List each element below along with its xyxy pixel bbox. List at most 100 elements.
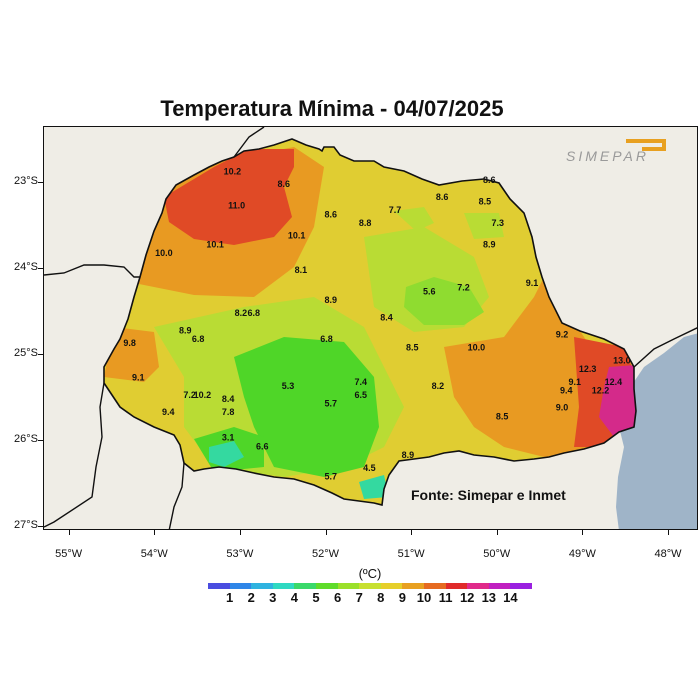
- station-value-39: 8.4: [222, 394, 235, 404]
- colorbar-segment-12: [467, 583, 489, 589]
- map-canvas: 10.2 8.6 11.0 10.1 10.1 10.0 8.1 8.6 8.8 7.7 8.6 8.…: [44, 127, 697, 529]
- colorbar-segment-14: [510, 583, 532, 589]
- simepar-logo: SIMEPAR: [566, 137, 686, 167]
- lon-label-7: 48°W: [654, 548, 682, 560]
- station-value-5: 10.0: [155, 248, 173, 258]
- station-labels: 10.2 8.6 11.0 10.1 10.1 10.0 8.1 8.6 8.8 7.7 8.6 8.…: [123, 166, 630, 481]
- source-label: Fonte: Simepar e Inmet: [411, 487, 566, 503]
- colorbar-label-9: 9: [398, 590, 406, 605]
- station-value-37: 7.2: [183, 390, 196, 400]
- colorbar-label-5: 5: [312, 590, 320, 605]
- lon-label-2: 53°W: [226, 548, 254, 560]
- lat-tick: [38, 181, 43, 183]
- colorbar-label-11: 11: [438, 590, 453, 605]
- station-value-29: 9.1: [132, 373, 145, 383]
- station-value-6: 8.1: [295, 265, 308, 275]
- station-value-21: 8.4: [380, 312, 393, 322]
- lon-tick: [154, 530, 156, 535]
- lon-label-0: 55°W: [55, 548, 83, 560]
- neighbour-border-sp: [633, 327, 697, 368]
- station-value-11: 8.6: [483, 175, 496, 185]
- lat-tick: [38, 353, 43, 355]
- station-value-15: 9.1: [526, 278, 539, 288]
- station-value-19: 8.2: [235, 308, 248, 318]
- neighbour-border-paraguay: [44, 382, 105, 528]
- parana-outline: [103, 138, 637, 506]
- station-value-17: 5.6: [423, 287, 436, 297]
- station-value-50: 8.9: [402, 450, 415, 460]
- logo-text: SIMEPAR: [566, 148, 649, 164]
- lat-tick: [38, 525, 43, 527]
- map-frame: 10.2 8.6 11.0 10.1 10.1 10.0 8.1 8.6 8.8 7.7 8.6 8.…: [43, 126, 698, 530]
- lon-tick: [411, 530, 413, 535]
- station-value-49: 6.6: [256, 441, 269, 451]
- lat-label-2: 25°S: [14, 346, 38, 359]
- lon-tick: [239, 530, 241, 535]
- colorbar-segment-3: [272, 583, 295, 589]
- colorbar-label-6: 6: [333, 590, 342, 605]
- station-value-2: 11.0: [228, 201, 245, 211]
- lon-label-3: 52°W: [312, 548, 340, 560]
- lon-tick: [325, 530, 327, 535]
- station-value-40: 9.4: [162, 407, 175, 417]
- colorbar-segment-7: [359, 583, 381, 589]
- station-value-10: 8.6: [436, 192, 449, 202]
- station-value-22: 8.9: [179, 325, 192, 335]
- lat-label-4: 27°S: [14, 518, 38, 531]
- lat-tick: [38, 439, 43, 441]
- logo-mark-icon: [626, 139, 666, 151]
- station-value-8: 8.8: [359, 218, 372, 228]
- colorbar: [208, 583, 532, 589]
- colorbar-label-14: 14: [503, 590, 518, 605]
- station-value-12: 8.5: [479, 196, 492, 206]
- station-value-41: 7.8: [222, 407, 235, 417]
- colorbar-segment-5: [315, 583, 338, 589]
- station-value-52: 5.7: [325, 471, 338, 481]
- colorbar-label-3: 3: [269, 590, 277, 605]
- neighbour-border-north: [233, 127, 265, 158]
- lat-label-0: 23°S: [14, 174, 38, 187]
- lat-tick: [38, 267, 43, 269]
- neighbour-border-sc: [168, 462, 185, 529]
- colorbar-label-10: 10: [416, 590, 432, 605]
- colorbar-label-7: 7: [355, 590, 363, 605]
- lat-label-1: 24°S: [14, 260, 38, 273]
- colorbar-labels: 1 2 3 4 5 6 7 8 9 10 11 12 13 14: [208, 590, 532, 608]
- colorbar-segment-9: [402, 583, 424, 589]
- station-value-30: 12.3: [579, 364, 597, 374]
- neighbour-border-ms: [44, 264, 140, 278]
- lon-tick: [496, 530, 498, 535]
- colorbar-label-13: 13: [481, 590, 497, 605]
- station-value-25: 9.8: [123, 338, 136, 348]
- colorbar-segment-13: [488, 583, 511, 589]
- station-value-42: 5.3: [282, 381, 295, 391]
- colorbar-segment-1: [229, 583, 252, 589]
- lon-label-5: 50°W: [483, 548, 511, 560]
- station-value-31: 13.0: [613, 355, 631, 365]
- station-value-24: 6.8: [320, 334, 333, 344]
- station-value-27: 10.0: [468, 343, 486, 353]
- station-value-20: 6.8: [248, 308, 261, 318]
- lon-label-6: 49°W: [568, 548, 596, 560]
- station-value-3: 10.1: [288, 231, 306, 241]
- station-value-36: 9.0: [556, 403, 569, 413]
- station-value-33: 12.2: [592, 386, 610, 396]
- colorbar-segment-10: [423, 583, 446, 589]
- station-value-14: 8.9: [483, 239, 496, 249]
- lon-label-1: 54°W: [140, 548, 168, 560]
- station-value-16: 7.2: [457, 282, 470, 292]
- station-value-34: 9.1: [569, 377, 582, 387]
- station-value-9: 7.7: [389, 205, 402, 215]
- map-title: Temperatura Mínima - 04/07/2025: [160, 96, 504, 121]
- lon-tick: [582, 530, 584, 535]
- colorbar-segment-4: [294, 583, 316, 589]
- station-value-23: 6.8: [192, 334, 205, 344]
- station-value-18: 8.9: [325, 295, 338, 305]
- station-value-26: 8.5: [406, 343, 419, 353]
- colorbar-unit: (ºC): [358, 566, 382, 581]
- station-value-4: 10.1: [206, 239, 224, 249]
- station-value-32: 12.4: [605, 377, 623, 387]
- colorbar-segment-8: [380, 583, 403, 589]
- colorbar-label-2: 2: [247, 590, 255, 605]
- station-value-7: 8.6: [325, 209, 338, 219]
